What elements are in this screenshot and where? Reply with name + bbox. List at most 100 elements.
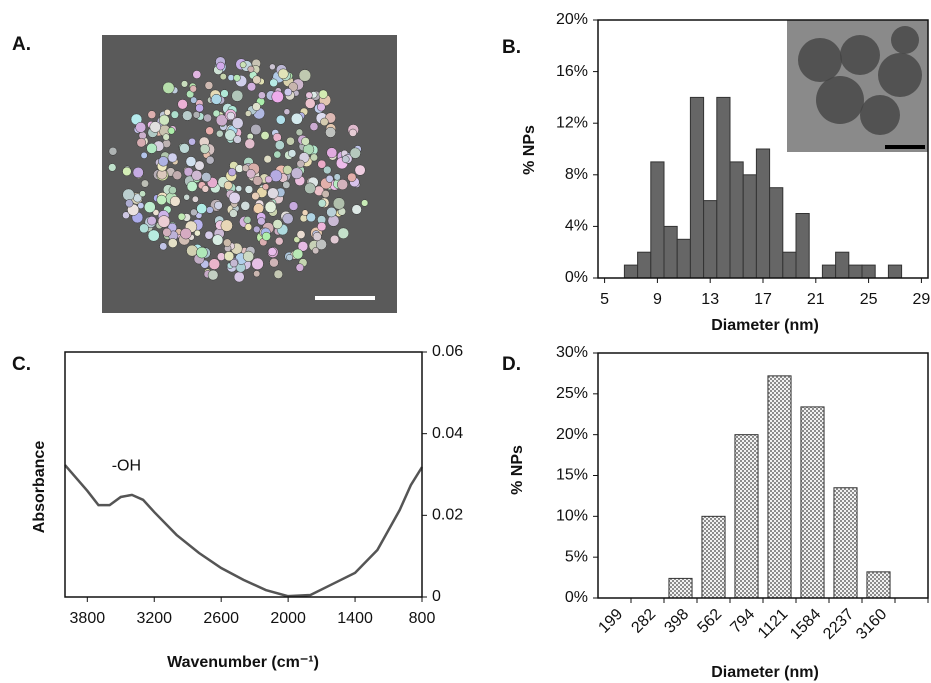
bar bbox=[637, 251, 652, 279]
particle bbox=[183, 193, 190, 201]
particle bbox=[349, 147, 361, 159]
bar bbox=[668, 577, 693, 599]
particle bbox=[192, 111, 201, 119]
bar bbox=[769, 187, 784, 279]
particle bbox=[216, 129, 224, 138]
x-axis-title: Diameter (nm) bbox=[711, 317, 819, 334]
particle bbox=[215, 114, 228, 127]
particle bbox=[292, 248, 304, 260]
particle bbox=[240, 201, 251, 211]
particle bbox=[257, 217, 266, 226]
x-axis-title: Diameter (nm) bbox=[711, 664, 819, 681]
particle bbox=[226, 111, 235, 121]
x-tick-label: 21 bbox=[807, 291, 825, 308]
x-tick-label: 3200 bbox=[136, 610, 172, 627]
particle bbox=[177, 99, 188, 110]
particle bbox=[108, 146, 118, 156]
x-tick-label: 2237 bbox=[820, 606, 857, 643]
bar bbox=[742, 174, 757, 279]
particle bbox=[188, 137, 196, 146]
particle bbox=[312, 247, 320, 255]
particle bbox=[252, 102, 261, 111]
particle bbox=[253, 225, 261, 234]
x-tick-label: 794 bbox=[727, 606, 758, 637]
particle bbox=[282, 213, 294, 225]
particle bbox=[253, 270, 261, 278]
bar bbox=[833, 487, 858, 599]
annotation: -OH bbox=[112, 458, 141, 475]
particle bbox=[316, 102, 326, 112]
x-tick-label: 3800 bbox=[70, 610, 106, 627]
x-tick-label: 29 bbox=[913, 291, 931, 308]
x-tick-label: 1121 bbox=[755, 606, 791, 642]
bar bbox=[703, 200, 718, 279]
particle bbox=[168, 186, 177, 195]
particle bbox=[304, 182, 316, 195]
bar bbox=[866, 571, 891, 599]
particle bbox=[305, 91, 313, 99]
x-axis-title: Wavenumber (cm⁻¹) bbox=[167, 654, 319, 671]
bar bbox=[767, 375, 792, 599]
particle bbox=[158, 156, 169, 167]
particle bbox=[177, 212, 186, 221]
particle bbox=[167, 127, 176, 135]
bar bbox=[782, 251, 797, 279]
particle bbox=[286, 136, 295, 146]
x-tick-label: 282 bbox=[628, 606, 659, 637]
particle bbox=[139, 190, 146, 198]
particle bbox=[196, 246, 208, 259]
y-tick-label: 15% bbox=[556, 467, 588, 484]
particle bbox=[329, 234, 340, 245]
particle bbox=[301, 137, 310, 146]
particle bbox=[231, 117, 244, 129]
bar bbox=[821, 264, 837, 279]
bar bbox=[689, 96, 705, 279]
particle bbox=[179, 143, 190, 154]
bar bbox=[887, 264, 903, 279]
x-tick-label: 398 bbox=[661, 606, 692, 637]
particle bbox=[147, 110, 157, 119]
particle bbox=[219, 73, 227, 81]
x-tick-label: 5 bbox=[600, 291, 609, 308]
particle bbox=[320, 117, 329, 127]
particle bbox=[336, 179, 349, 191]
bar bbox=[734, 434, 759, 599]
particle bbox=[251, 191, 260, 201]
particle bbox=[201, 172, 212, 183]
particle bbox=[317, 159, 327, 169]
particle bbox=[199, 143, 210, 154]
x-tick-label: 13 bbox=[701, 291, 719, 308]
particle bbox=[283, 108, 291, 116]
particle bbox=[247, 65, 255, 73]
bar bbox=[701, 515, 726, 599]
particle bbox=[299, 214, 308, 223]
particle bbox=[290, 112, 303, 125]
bar bbox=[861, 264, 876, 279]
x-tick-label: 17 bbox=[754, 291, 772, 308]
y-tick-label: 4% bbox=[565, 218, 588, 235]
particle bbox=[298, 69, 312, 82]
panel-label: C. bbox=[12, 354, 31, 375]
particle bbox=[207, 269, 219, 281]
particle bbox=[295, 263, 304, 272]
particle bbox=[257, 91, 266, 100]
particle bbox=[152, 209, 160, 216]
particle bbox=[325, 174, 334, 183]
particle bbox=[223, 251, 235, 262]
particle bbox=[139, 223, 149, 234]
particle bbox=[169, 195, 181, 207]
particle bbox=[333, 173, 341, 181]
particle bbox=[267, 247, 277, 257]
particle bbox=[341, 155, 350, 164]
y-tick-label: 0.02 bbox=[432, 507, 463, 524]
particle bbox=[318, 89, 328, 99]
particle bbox=[253, 203, 264, 214]
y-tick-label: 0.04 bbox=[432, 425, 463, 442]
particle bbox=[273, 150, 282, 159]
particle bbox=[261, 231, 271, 241]
particle bbox=[244, 185, 254, 194]
particle bbox=[272, 219, 283, 230]
particle bbox=[317, 221, 327, 232]
y-tick-label: 20% bbox=[556, 426, 588, 443]
particle bbox=[239, 61, 247, 69]
